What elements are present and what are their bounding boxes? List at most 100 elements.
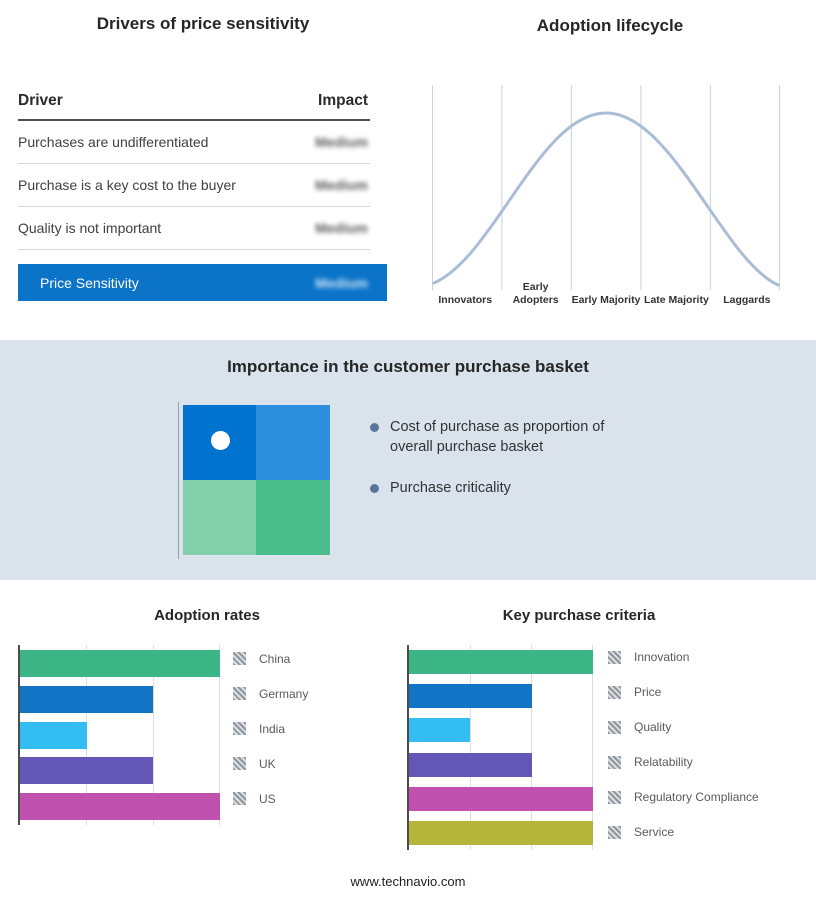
highlight-label: Price Sensitivity	[40, 274, 139, 291]
bullet-text: Cost of purchase as proportion of overal…	[390, 419, 605, 455]
stage-label: Late Majority	[644, 293, 709, 306]
legend-item: Quality	[608, 715, 759, 739]
bar-india	[20, 721, 87, 749]
quadrant-matrix	[183, 405, 330, 555]
legend-hatch-icon	[233, 687, 246, 700]
lifecycle-stage-labels: Innovators Early Adopters Early Majority…	[430, 281, 782, 306]
legend-item: US	[233, 785, 308, 812]
price-sensitivity-panel: Drivers of price sensitivity Driver Impa…	[18, 14, 388, 301]
legend-hatch-icon	[608, 650, 621, 664]
gridline	[86, 645, 88, 825]
adoption-rates-title: Adoption rates	[154, 607, 260, 624]
gridline	[470, 645, 472, 850]
key-purchase-criteria-bars	[409, 645, 593, 850]
legend-hatch-icon	[608, 790, 621, 804]
bullet-icon	[370, 423, 379, 432]
highlight-impact-redacted: Medium	[315, 274, 368, 291]
legend-item: Relatability	[608, 750, 759, 774]
top-section: Drivers of price sensitivity Driver Impa…	[0, 0, 816, 340]
driver-label: Purchases are undifferentiated	[18, 134, 209, 150]
legend-hatch-icon	[608, 825, 621, 839]
bullet-text: Purchase criticality	[390, 480, 511, 497]
legend-label: Germany	[259, 686, 309, 701]
legend-hatch-icon	[233, 652, 246, 665]
legend-hatch-icon	[233, 757, 246, 770]
list-item: Purchase criticality	[370, 479, 650, 499]
quadrant-bottom-left	[183, 480, 256, 555]
quadrant-axis-line	[178, 402, 179, 559]
quadrant-top-left	[183, 405, 256, 480]
legend-hatch-icon	[608, 720, 621, 734]
driver-label: Purchase is a key cost to the buyer	[18, 177, 236, 193]
stage-label: Innovators	[438, 293, 493, 306]
impact-value-redacted: Medium	[315, 220, 368, 236]
legend-item: Regulatory Compliance	[608, 785, 759, 809]
quadrant-top-right	[256, 405, 330, 480]
key-purchase-criteria-plot	[407, 645, 593, 850]
legend-label: Price	[634, 685, 662, 699]
lifecycle-chart	[432, 85, 780, 290]
impact-value-redacted: Medium	[315, 134, 368, 150]
legend-item: Price	[608, 680, 759, 704]
bar-us	[20, 793, 220, 820]
bell-curve-line	[432, 111, 780, 287]
legend-label: US	[259, 791, 276, 806]
legend-hatch-icon	[608, 685, 621, 699]
purchase-basket-band: Importance in the customer purchase bask…	[0, 340, 816, 580]
impact-value-redacted: Medium	[315, 177, 368, 193]
adoption-rates-legend: China Germany India UK US	[233, 645, 308, 820]
table-row: Purchase is a key cost to the buyer Medi…	[18, 164, 370, 207]
drivers-title: Drivers of price sensitivity	[96, 14, 310, 33]
driver-label: Quality is not important	[18, 220, 162, 236]
gridline	[531, 645, 533, 850]
quadrant-marker-dot	[211, 431, 230, 450]
legend-label: Innovation	[634, 650, 690, 664]
legend-item: UK	[233, 750, 308, 777]
bell-curve-svg	[432, 85, 780, 290]
legend-label: Regulatory Compliance	[634, 790, 759, 804]
table-row: Quality is not important Medium	[18, 207, 370, 250]
gridline	[591, 645, 593, 850]
legend-label: UK	[259, 756, 276, 771]
stage-label: Early Majority	[571, 293, 641, 306]
key-purchase-criteria-legend: Innovation Price Quality Relatability Re…	[608, 645, 759, 855]
stage-label: Early Adopters	[512, 281, 559, 306]
lifecycle-gridlines	[432, 85, 780, 290]
legend-hatch-icon	[608, 755, 621, 769]
bottom-charts-section: Adoption rates China Germany	[0, 580, 816, 902]
stage-label: Laggards	[723, 293, 771, 306]
legend-hatch-icon	[233, 792, 246, 805]
bar-quality	[409, 718, 471, 743]
quadrant-bottom-right	[256, 480, 330, 555]
gridline	[153, 645, 154, 825]
bar-relatability	[409, 752, 532, 777]
bullet-icon	[370, 484, 379, 494]
adoption-rates-bars	[20, 645, 220, 825]
bar-price	[409, 684, 532, 709]
legend-label: China	[259, 651, 291, 666]
bar-china	[20, 650, 220, 677]
legend-label: India	[259, 721, 286, 736]
impact-column-header: Impact	[318, 92, 368, 109]
basket-title: Importance in the customer purchase bask…	[227, 357, 589, 376]
driver-column-header: Driver	[18, 92, 63, 109]
legend-item: Service	[608, 820, 759, 844]
key-purchase-criteria-title: Key purchase criteria	[502, 607, 656, 624]
list-item: Cost of purchase as proportion of overal…	[370, 418, 650, 457]
bar-service	[409, 820, 593, 845]
drivers-table-header: Driver Impact	[18, 92, 370, 121]
basket-bullet-list: Cost of purchase as proportion of overal…	[370, 418, 650, 521]
legend-label: Relatability	[634, 755, 693, 769]
legend-item: China	[233, 645, 308, 672]
table-row: Purchases are undifferentiated Medium	[18, 121, 370, 164]
legend-hatch-icon	[233, 722, 246, 735]
bar-uk	[20, 757, 154, 785]
price-sensitivity-highlight-row: Price Sensitivity Medium	[18, 264, 387, 301]
legend-item: Innovation	[608, 645, 759, 669]
legend-item: Germany	[233, 680, 308, 707]
legend-label: Service	[634, 825, 675, 839]
legend-item: India	[233, 715, 308, 742]
gridline	[218, 645, 220, 825]
bar-germany	[20, 685, 154, 713]
